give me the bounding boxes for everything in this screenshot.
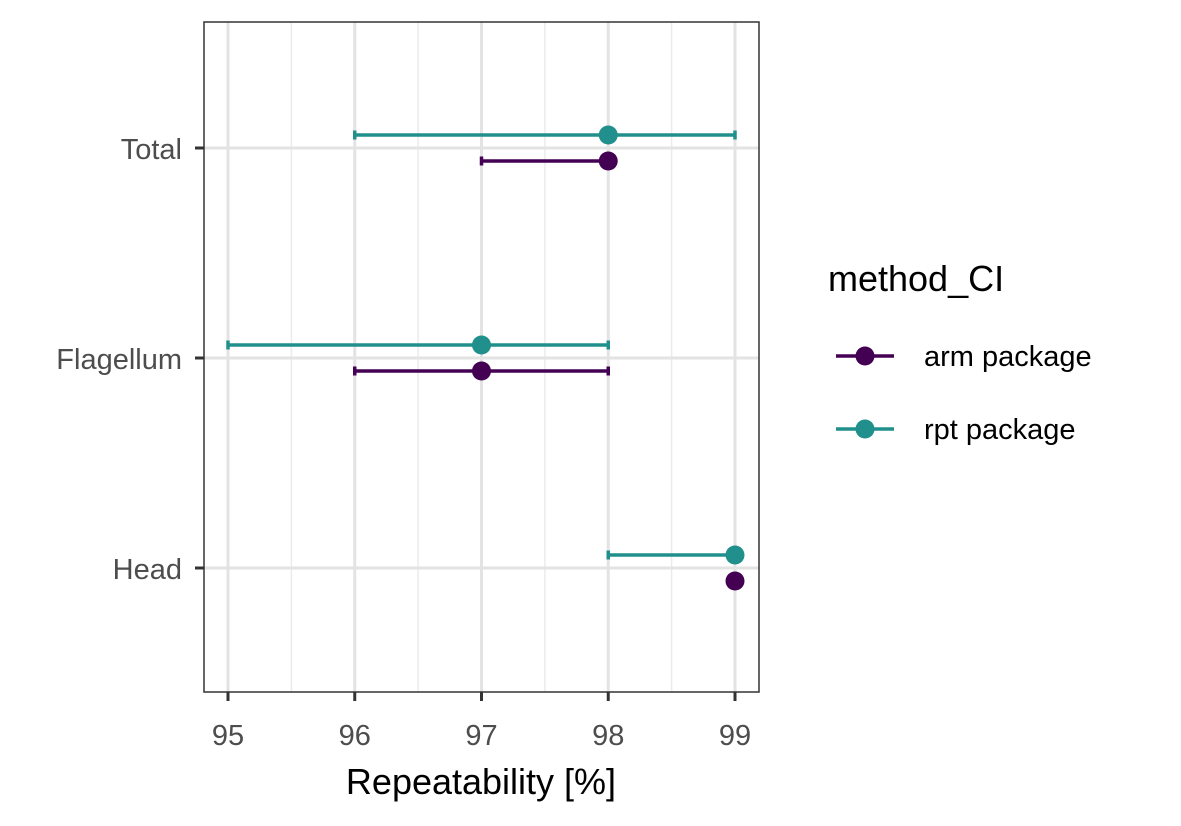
y-axis: Total Flagellum Head xyxy=(56,134,204,586)
legend-label: rpt package xyxy=(924,414,1076,446)
legend-title: method_CI xyxy=(828,258,1004,299)
estimate-point xyxy=(725,571,745,591)
legend-key-point xyxy=(855,419,875,439)
data-marks xyxy=(226,125,745,591)
y-tick-label: Head xyxy=(113,554,182,586)
estimate-point xyxy=(472,335,491,355)
x-axis: 95 96 97 98 99 xyxy=(212,692,751,752)
series-group xyxy=(353,151,745,591)
x-tick-label: 99 xyxy=(719,720,751,752)
x-tick-label: 98 xyxy=(592,720,624,752)
estimate-point xyxy=(472,361,491,381)
x-axis-title: Repeatability [%] xyxy=(346,761,616,802)
series-group xyxy=(226,125,745,565)
estimate-point xyxy=(598,151,618,171)
estimate-point xyxy=(598,125,618,145)
legend-key-point xyxy=(855,346,875,366)
legend-item: rpt package xyxy=(836,414,1076,446)
estimate-point xyxy=(725,545,745,565)
y-tick-label: Total xyxy=(121,134,182,166)
legend-label: arm package xyxy=(924,341,1092,373)
legend-item: arm package xyxy=(836,341,1092,373)
x-tick-label: 96 xyxy=(339,720,371,752)
legend: method_CI arm package rpt package xyxy=(828,258,1092,446)
y-tick-label: Flagellum xyxy=(56,344,182,376)
x-tick-label: 97 xyxy=(465,720,497,752)
x-tick-label: 95 xyxy=(212,720,244,752)
